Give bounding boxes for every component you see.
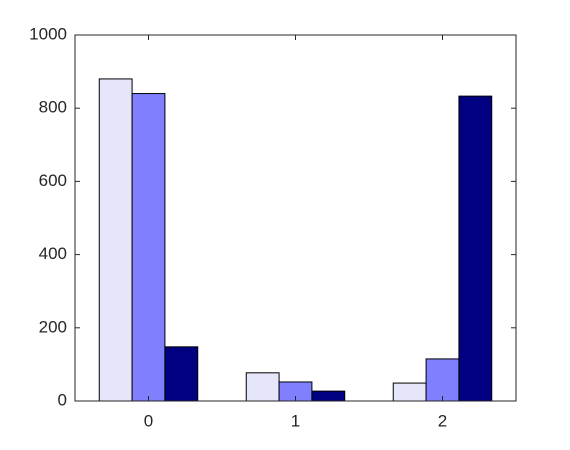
bar [392, 382, 427, 402]
bar [425, 358, 460, 402]
bar [98, 78, 133, 402]
x-tick-label: 2 [438, 411, 447, 430]
bar [164, 346, 199, 402]
y-tick-label: 800 [39, 98, 67, 117]
bar [245, 372, 280, 402]
y-tick-label: 1000 [29, 24, 67, 43]
bar [311, 390, 346, 402]
y-tick-label: 600 [39, 171, 67, 190]
y-tick-label: 200 [39, 317, 67, 336]
bar [131, 93, 166, 402]
x-tick-label: 0 [144, 411, 153, 430]
x-tick-label: 1 [291, 411, 300, 430]
y-tick-label: 0 [58, 390, 67, 409]
bar [458, 95, 493, 402]
y-tick-label: 400 [39, 244, 67, 263]
